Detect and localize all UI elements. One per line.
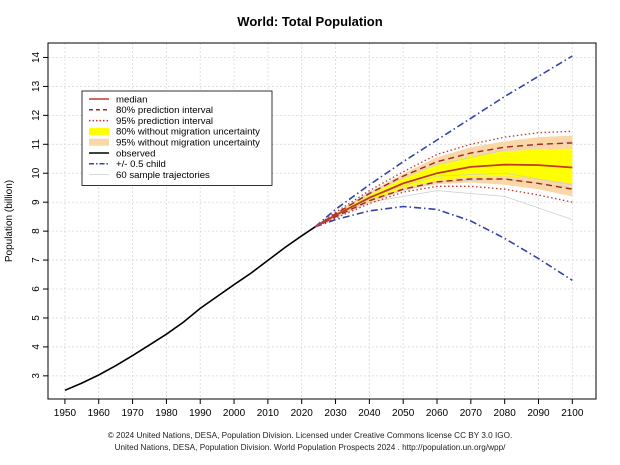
x-tick-label: 1960 xyxy=(88,408,111,419)
x-tick-label: 2000 xyxy=(223,408,246,419)
legend-label-median: median xyxy=(116,94,147,105)
y-tick-label: 3 xyxy=(31,373,42,379)
legend-swatch-band95 xyxy=(89,138,109,146)
legend-label-band80: 80% without migration uncertainty xyxy=(116,127,260,138)
x-tick-label: 1950 xyxy=(54,408,77,419)
sample-trajectory-line xyxy=(315,190,573,228)
y-tick-label: 7 xyxy=(31,257,42,263)
x-tick-label: 1990 xyxy=(189,408,212,419)
footer-credit-line: © 2024 United Nations, DESA, Population … xyxy=(107,431,513,440)
observed-line xyxy=(64,226,316,392)
pi95-lower-line xyxy=(314,185,573,228)
x-tick-label: 2010 xyxy=(257,408,280,419)
footer-citation-line: United Nations, DESA, Population Divisio… xyxy=(114,443,506,452)
chart-title: World: Total Population xyxy=(237,14,383,29)
x-tick-label: 2040 xyxy=(358,408,381,419)
y-tick-label: 12 xyxy=(31,109,42,121)
y-tick-label: 9 xyxy=(31,199,42,205)
legend-label-pi80: 80% prediction interval xyxy=(116,105,213,116)
plus-half-child-line xyxy=(314,55,573,228)
y-tick-label: 5 xyxy=(31,315,42,321)
x-tick-label: 2090 xyxy=(527,408,550,419)
y-tick-label: 11 xyxy=(31,139,42,150)
x-tick-label: 1970 xyxy=(121,408,144,419)
y-tick-label: 14 xyxy=(31,51,42,63)
legend-label-trajectories: 60 sample trajectories xyxy=(116,170,210,181)
band-95-without-migration xyxy=(315,135,573,227)
y-axis-label: Population (billion) xyxy=(4,180,15,262)
x-tick-label: 2080 xyxy=(494,408,517,419)
legend-label-pi95: 95% prediction interval xyxy=(116,116,213,127)
legend-label-half_child: +/- 0.5 child xyxy=(116,159,166,170)
x-tick-label: 2100 xyxy=(561,408,584,419)
y-tick-label: 13 xyxy=(31,80,42,92)
x-tick-label: 2030 xyxy=(324,408,347,419)
plot-frame xyxy=(47,42,597,400)
median-line xyxy=(314,163,573,228)
pi80-upper-line xyxy=(314,142,573,228)
x-tick-label: 1980 xyxy=(155,408,178,419)
y-tick-label: 4 xyxy=(31,344,42,350)
band-80-without-migration xyxy=(315,148,573,227)
pi80-lower-line xyxy=(314,178,573,228)
y-tick-label: 10 xyxy=(31,167,42,179)
x-tick-label: 2050 xyxy=(392,408,415,419)
legend-box xyxy=(81,90,273,186)
minus-half-child-line xyxy=(314,205,573,281)
x-tick-label: 2060 xyxy=(426,408,449,419)
y-tick-label: 6 xyxy=(31,286,42,292)
legend-label-band95: 95% without migration uncertainty xyxy=(116,138,260,149)
legend-label-observed: observed xyxy=(116,148,155,159)
y-tick-label: 8 xyxy=(31,228,42,234)
x-tick-label: 2070 xyxy=(460,408,483,419)
legend-swatch-band80 xyxy=(89,127,109,135)
x-tick-label: 2020 xyxy=(291,408,314,419)
